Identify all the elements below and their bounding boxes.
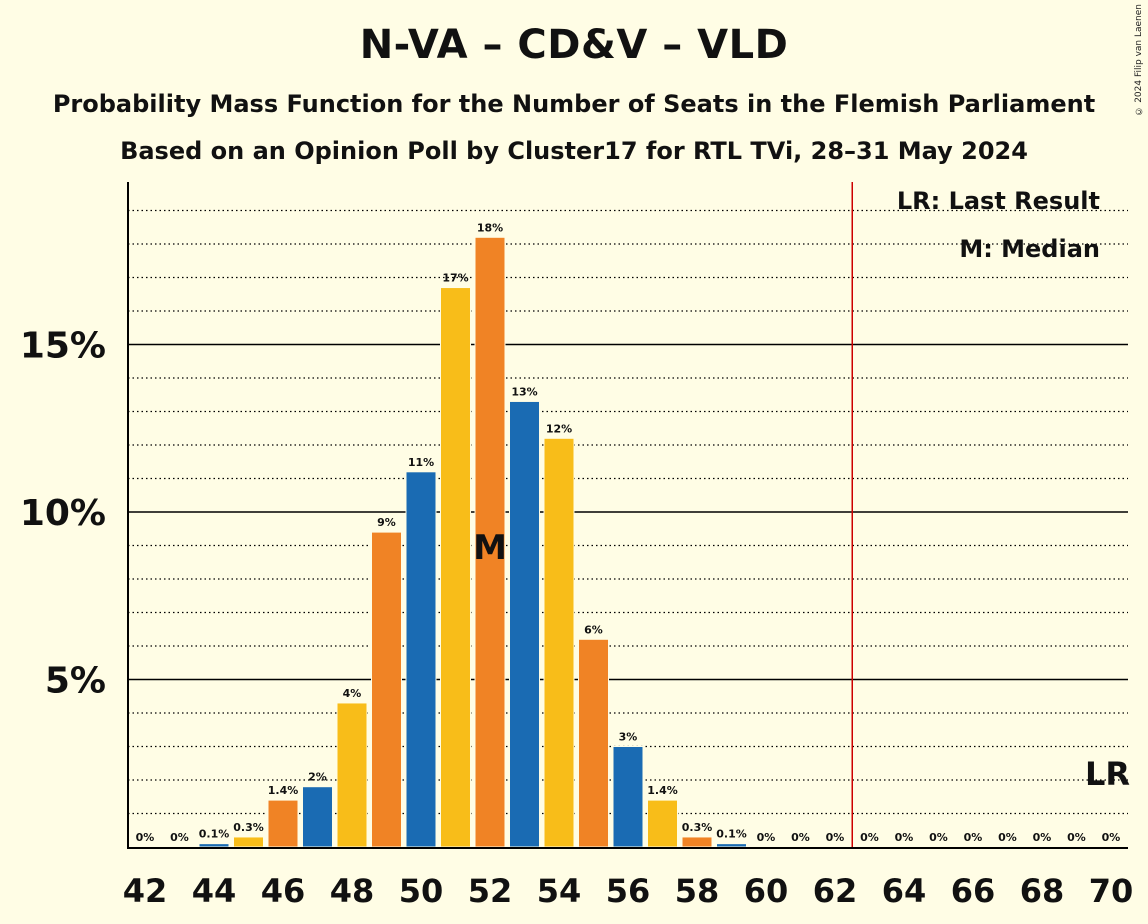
bar-label-43: 0% xyxy=(170,831,189,844)
bar-46 xyxy=(267,799,299,848)
x-tick-label: 66 xyxy=(951,872,996,910)
bar-label-57: 1.4% xyxy=(647,784,678,797)
bar-label-66: 0% xyxy=(964,831,983,844)
bar-label-58: 0.3% xyxy=(682,821,713,834)
bar-57 xyxy=(647,799,678,848)
axes xyxy=(127,182,1128,849)
chart-title: N-VA – CD&V – VLD xyxy=(359,22,789,68)
x-tick-label: 58 xyxy=(675,872,720,910)
y-tick-labels: 5% 10% 15% xyxy=(20,326,106,702)
bar-49 xyxy=(371,531,402,848)
x-tick-label: 70 xyxy=(1089,872,1134,910)
legend-median: M: Median xyxy=(959,235,1100,263)
bar-label-64: 0% xyxy=(895,831,914,844)
bar-label-63: 0% xyxy=(860,831,879,844)
bar-label-67: 0% xyxy=(998,831,1017,844)
median-marker: M xyxy=(473,528,507,568)
bar-label-59: 0.1% xyxy=(716,828,747,841)
chart-source: Based on an Opinion Poll by Cluster17 fo… xyxy=(120,137,1028,165)
bar-label-45: 0.3% xyxy=(233,821,264,834)
bar-53 xyxy=(509,400,540,848)
grid-lines xyxy=(128,209,1128,815)
bar-58 xyxy=(681,836,713,848)
bar-labels: 0% 0% 0.1%0.3%1.4%2%4%9%11%17%18%13%12%6%3… xyxy=(136,221,1121,844)
bar-47 xyxy=(302,786,333,848)
x-tick-label: 64 xyxy=(882,872,927,910)
x-tick-label: 62 xyxy=(813,872,858,910)
bar-label-70: 0% xyxy=(1102,831,1121,844)
bar-52 xyxy=(474,236,506,848)
x-tick-label: 48 xyxy=(330,872,375,910)
x-tick-label: 56 xyxy=(606,872,651,910)
bar-label-44: 0.1% xyxy=(199,828,230,841)
bar-label-50: 11% xyxy=(408,456,434,469)
bar-label-48: 4% xyxy=(343,687,362,700)
bar-label-69: 0% xyxy=(1067,831,1086,844)
bar-label-42: 0% xyxy=(136,831,155,844)
chart-subtitle: Probability Mass Function for the Number… xyxy=(52,90,1096,118)
x-tick-label: 46 xyxy=(261,872,306,910)
bar-56 xyxy=(612,746,644,848)
bar-54 xyxy=(543,437,575,848)
bars xyxy=(198,236,747,848)
bar-59 xyxy=(716,843,747,848)
bar-label-53: 13% xyxy=(511,385,537,398)
y-tick-label: 10% xyxy=(20,493,106,534)
x-tick-label: 50 xyxy=(399,872,444,910)
last-result-marker: LR xyxy=(1085,755,1130,793)
bar-label-65: 0% xyxy=(929,831,948,844)
bar-label-47: 2% xyxy=(308,771,327,784)
y-tick-label: 5% xyxy=(45,661,106,702)
bar-label-49: 9% xyxy=(377,516,396,529)
legend-last-result: LR: Last Result xyxy=(897,187,1100,215)
x-tick-labels: 42 44 46 48 50 52 54 56 58 60 62 64 66 68 70 xyxy=(123,872,1134,910)
bar-50 xyxy=(405,471,437,848)
bar-label-46: 1.4% xyxy=(268,784,299,797)
x-tick-label: 54 xyxy=(537,872,582,910)
bar-label-56: 3% xyxy=(619,731,638,744)
x-tick-label: 52 xyxy=(468,872,513,910)
bar-label-55: 6% xyxy=(584,623,603,636)
x-tick-label: 68 xyxy=(1020,872,1065,910)
bar-label-68: 0% xyxy=(1033,831,1052,844)
bar-44 xyxy=(198,843,230,848)
bar-label-52: 18% xyxy=(477,221,503,234)
bar-label-61: 0% xyxy=(791,831,810,844)
bar-51 xyxy=(440,287,471,848)
x-tick-label: 42 xyxy=(123,872,168,910)
x-tick-label: 44 xyxy=(192,872,237,910)
bar-45 xyxy=(233,836,264,848)
bar-48 xyxy=(336,702,368,848)
markers: LR M xyxy=(473,182,1130,847)
y-tick-label: 15% xyxy=(20,326,106,367)
bar-label-60: 0% xyxy=(757,831,776,844)
bar-label-54: 12% xyxy=(546,422,572,435)
x-tick-label: 60 xyxy=(744,872,789,910)
bar-55 xyxy=(578,638,609,848)
bar-label-51: 17% xyxy=(442,272,468,285)
bar-label-62: 0% xyxy=(826,831,845,844)
